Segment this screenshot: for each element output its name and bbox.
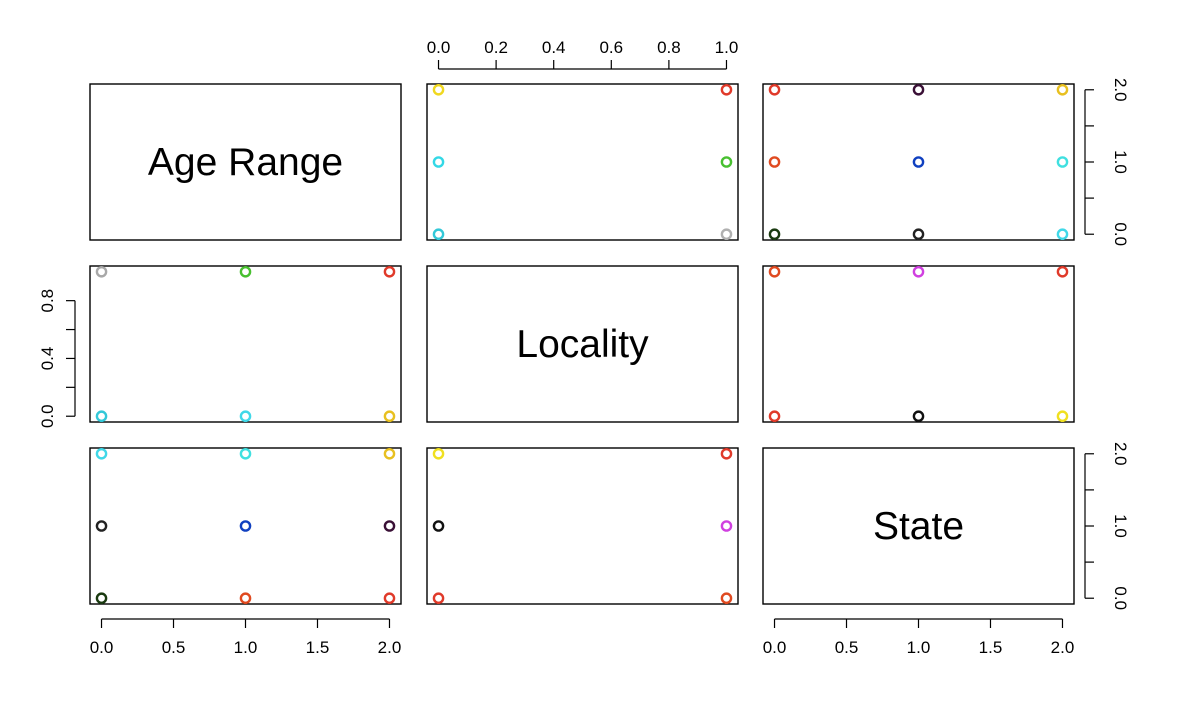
data-point [383, 592, 396, 605]
variable-label: State [873, 505, 964, 548]
tick-label: 0.4 [542, 38, 566, 57]
data-point [432, 228, 445, 241]
data-point [768, 83, 781, 96]
tick-label: 0.0 [1111, 222, 1130, 246]
data-point [768, 228, 781, 241]
variable-label: Locality [516, 323, 649, 366]
data-point [720, 592, 733, 605]
tick-label: 1.0 [907, 638, 931, 657]
tick-label: 0.0 [427, 38, 451, 57]
panel-frame-r0-c1 [426, 83, 739, 241]
data-point [383, 447, 396, 460]
data-point [383, 265, 396, 278]
tick-label: 0.8 [657, 38, 681, 57]
tick-label: 0.0 [90, 638, 114, 657]
data-point [239, 592, 252, 605]
data-point [432, 447, 445, 460]
tick-label: 2.0 [1111, 442, 1130, 466]
tick-label: 0.5 [835, 638, 859, 657]
data-point [432, 592, 445, 605]
data-point [912, 156, 925, 168]
data-point [768, 410, 781, 423]
tick-label: 0.6 [599, 38, 623, 57]
panel-frame-r1-c2 [762, 265, 1075, 423]
data-point [1056, 228, 1069, 241]
tick-label: 1.0 [234, 638, 258, 657]
data-point [239, 520, 252, 532]
panel-frame-r0-c0 [89, 83, 402, 241]
tick-label: 1.0 [1111, 514, 1130, 538]
tick-label: 0.8 [38, 289, 57, 313]
data-point [912, 265, 925, 278]
data-point [1056, 410, 1069, 423]
data-point [720, 447, 733, 460]
data-point [912, 228, 925, 241]
data-point [768, 156, 781, 168]
data-point [720, 83, 733, 96]
data-point [768, 265, 781, 278]
data-point [95, 410, 108, 423]
tick-label: 2.0 [1111, 78, 1130, 102]
data-point [95, 520, 108, 532]
tick-label: 2.0 [378, 638, 402, 657]
data-point [239, 447, 252, 460]
data-point [912, 410, 925, 423]
data-point [912, 83, 925, 96]
data-point [1056, 265, 1069, 278]
panel-frame-r2-c1 [426, 447, 739, 605]
panel-frame-r2-c0 [89, 447, 402, 605]
data-point [720, 156, 733, 168]
data-point [432, 156, 445, 168]
tick-label: 0.2 [484, 38, 508, 57]
data-point [432, 520, 445, 532]
data-point [239, 410, 252, 423]
tick-label: 1.5 [979, 638, 1003, 657]
tick-label: 1.5 [306, 638, 330, 657]
panel-frame-r0-c2 [762, 83, 1075, 241]
tick-label: 0.5 [162, 638, 186, 657]
panel-frame-r2-c2 [762, 447, 1075, 605]
data-point [383, 520, 396, 532]
data-point [95, 265, 108, 278]
tick-label: 0.0 [38, 404, 57, 428]
data-point [1056, 83, 1069, 96]
tick-label: 0.0 [1111, 586, 1130, 610]
data-point [432, 83, 445, 96]
data-point [720, 228, 733, 241]
tick-label: 0.0 [763, 638, 787, 657]
data-point [1056, 156, 1069, 168]
data-point [95, 447, 108, 460]
data-point [383, 410, 396, 423]
panel-frame-r1-c0 [89, 265, 402, 423]
tick-label: 0.4 [38, 347, 57, 371]
tick-label: 1.0 [1111, 150, 1130, 174]
panel-frame-r1-c1 [426, 265, 739, 423]
tick-label: 1.0 [715, 38, 739, 57]
variable-label: Age Range [148, 141, 343, 184]
data-point [239, 265, 252, 278]
tick-label: 2.0 [1051, 638, 1075, 657]
data-point [95, 592, 108, 605]
data-point [720, 520, 733, 532]
